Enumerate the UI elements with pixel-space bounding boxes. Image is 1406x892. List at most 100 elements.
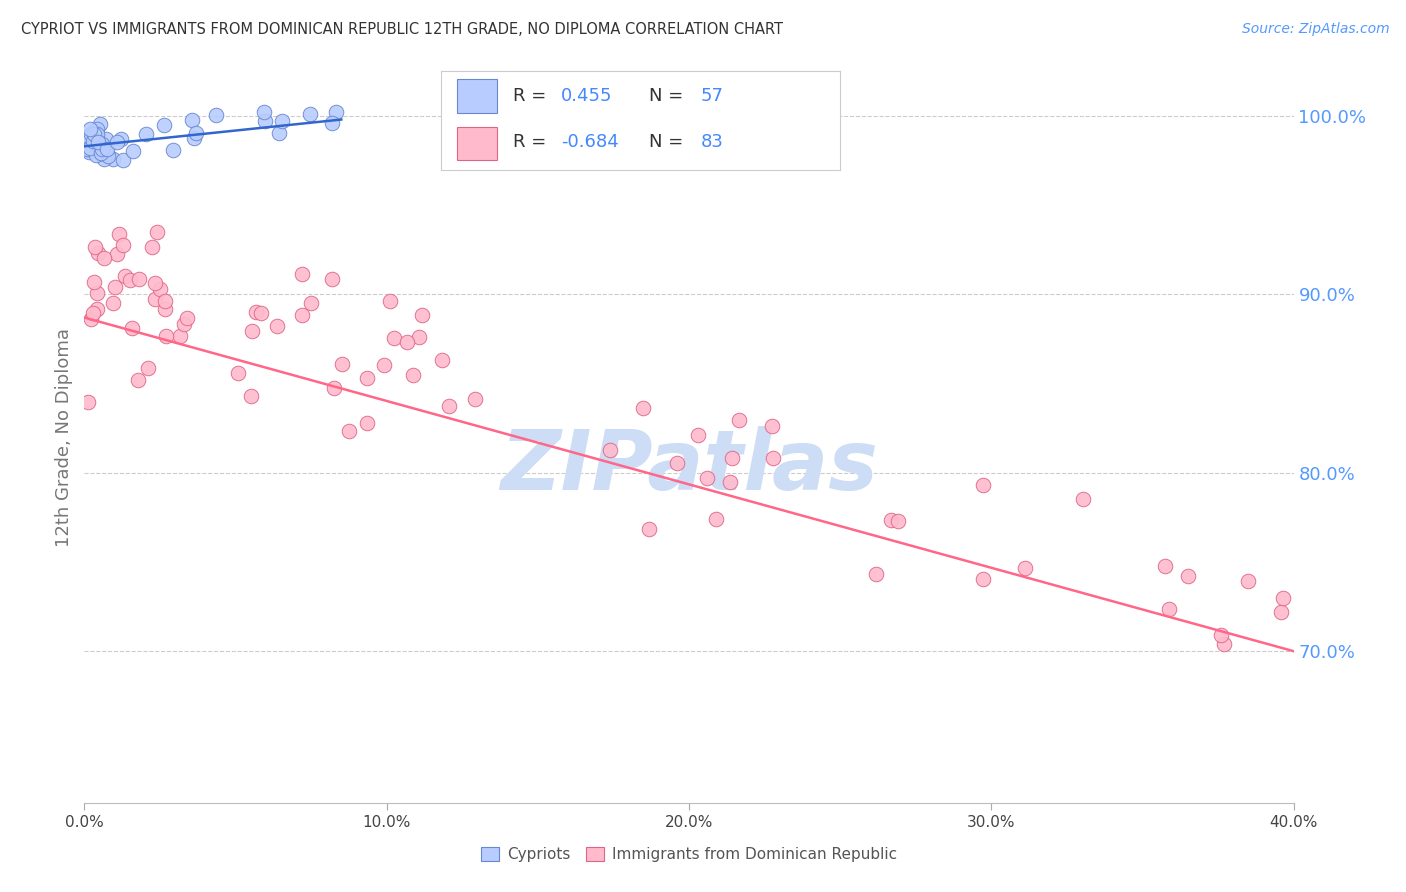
Point	[90, 146, 112, 161]
Point	[83, 134, 105, 148]
Point	[337, 425, 360, 439]
Point	[122, 144, 145, 158]
Point	[332, 358, 354, 372]
Point	[76, 129, 98, 144]
Point	[291, 308, 314, 322]
Point	[865, 566, 887, 581]
Point	[83, 134, 105, 148]
Point	[250, 306, 273, 320]
Point	[89, 117, 111, 131]
Point	[91, 137, 114, 152]
Point	[382, 331, 405, 345]
Point	[84, 138, 107, 153]
Point	[76, 129, 98, 144]
Point	[114, 269, 136, 284]
Point	[162, 143, 184, 157]
Legend: Cypriots, Immigrants from Dominican Republic: Cypriots, Immigrants from Dominican Repu…	[475, 841, 903, 868]
Point	[79, 138, 101, 153]
Point	[87, 139, 110, 153]
Point	[240, 389, 263, 403]
Point	[176, 311, 198, 326]
Point	[111, 238, 134, 252]
Point	[90, 145, 112, 160]
Point	[121, 321, 143, 335]
Point	[155, 293, 177, 308]
Point	[89, 146, 111, 161]
Point	[1272, 591, 1295, 606]
Point	[152, 118, 174, 132]
Point	[696, 470, 718, 484]
Point	[721, 450, 744, 465]
Point	[728, 413, 751, 427]
Point	[1177, 568, 1199, 582]
Point	[79, 121, 101, 136]
Point	[1237, 574, 1260, 588]
Text: CYPRIOT VS IMMIGRANTS FROM DOMINICAN REPUBLIC 12TH GRADE, NO DIPLOMA CORRELATION: CYPRIOT VS IMMIGRANTS FROM DOMINICAN REP…	[21, 22, 783, 37]
Point	[143, 276, 166, 290]
Point	[356, 416, 378, 430]
Point	[105, 135, 128, 149]
Point	[87, 136, 110, 150]
Point	[93, 153, 115, 167]
Point	[437, 399, 460, 413]
Text: ZIPatlas: ZIPatlas	[501, 425, 877, 507]
Point	[972, 477, 994, 491]
Point	[180, 113, 202, 128]
Point	[108, 227, 131, 242]
Point	[80, 311, 103, 326]
Point	[879, 513, 901, 527]
Point	[373, 358, 395, 372]
Point	[183, 131, 205, 145]
Point	[401, 368, 423, 382]
Point	[105, 247, 128, 261]
Point	[1014, 561, 1036, 575]
Point	[270, 114, 292, 128]
Point	[136, 361, 159, 376]
Point	[972, 572, 994, 586]
Point	[761, 419, 783, 434]
Point	[80, 127, 103, 141]
Point	[101, 296, 124, 310]
Point	[686, 428, 709, 442]
Point	[128, 272, 150, 286]
Point	[1157, 602, 1180, 616]
Point	[76, 143, 98, 157]
Point	[155, 328, 177, 343]
Point	[665, 456, 688, 470]
Point	[464, 392, 486, 406]
Point	[153, 302, 176, 317]
Point	[356, 370, 378, 384]
Point	[143, 292, 166, 306]
Point	[93, 143, 115, 157]
Point	[266, 318, 288, 333]
Point	[93, 251, 115, 265]
Point	[1213, 637, 1236, 651]
Point	[169, 328, 191, 343]
Point	[228, 367, 250, 381]
Point	[91, 142, 114, 156]
Point	[299, 296, 322, 310]
Point	[110, 131, 132, 145]
Point	[322, 381, 344, 395]
Point	[82, 134, 104, 148]
Point	[205, 108, 228, 122]
Point	[79, 141, 101, 155]
Point	[704, 512, 727, 526]
Point	[77, 395, 100, 409]
Point	[86, 286, 108, 301]
Point	[1209, 628, 1232, 642]
Point	[127, 373, 149, 387]
Point	[90, 142, 112, 156]
Point	[83, 124, 105, 138]
Point	[184, 127, 207, 141]
Point	[86, 302, 108, 317]
Point	[94, 143, 117, 157]
Point	[633, 401, 655, 416]
Point	[267, 126, 290, 140]
Point	[86, 122, 108, 136]
Point	[89, 146, 111, 161]
Point	[291, 267, 314, 281]
Point	[762, 450, 785, 465]
Point	[80, 139, 103, 153]
Point	[380, 293, 402, 308]
